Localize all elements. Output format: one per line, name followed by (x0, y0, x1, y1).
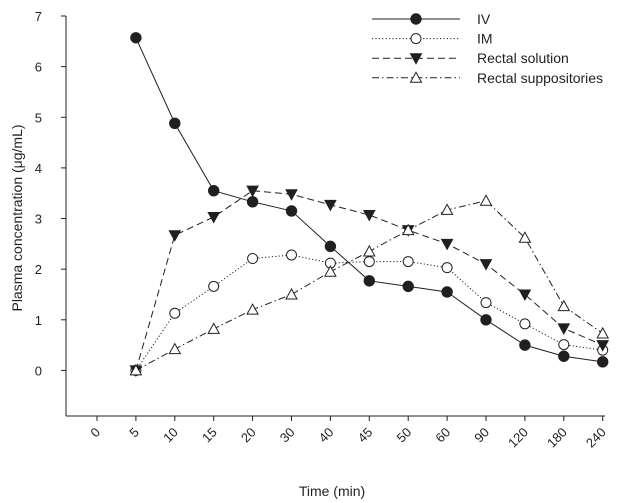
data-point-im (208, 280, 220, 292)
data-point-iv (169, 117, 181, 130)
x-tick-label: 20 (238, 425, 259, 446)
data-point-im (286, 249, 297, 261)
legend-label-im: IM (477, 31, 493, 47)
x-tick-label: 10 (160, 425, 181, 446)
y-tick-label: 7 (35, 9, 42, 24)
legend-marker-iv (410, 13, 422, 25)
data-point-iv (402, 280, 414, 293)
data-point-iv (324, 240, 337, 253)
data-point-rectal-suppositories (596, 326, 610, 339)
x-tick-label: 40 (316, 425, 337, 446)
data-point-rectal-solution (596, 340, 610, 352)
data-point-rectal-suppositories (207, 322, 221, 334)
x-tick-label: 180 (544, 425, 570, 451)
data-point-im (558, 339, 570, 351)
data-point-rectal-suppositories (401, 223, 415, 236)
x-tick-label: 50 (393, 425, 414, 446)
y-tick-label: 2 (35, 262, 42, 277)
data-point-im (247, 253, 259, 265)
data-point-iv (130, 32, 142, 44)
data-point-im (480, 297, 492, 309)
legend: IV IM Rectal solution Rectal suppositories (372, 11, 603, 86)
y-axis-title: Plasma concentration (μg/mL) (9, 124, 25, 311)
data-point-iv (519, 339, 531, 351)
data-point-rectal-suppositories (168, 342, 182, 355)
data-point-im (519, 318, 531, 330)
data-point-rectal-suppositories (129, 363, 143, 376)
y-tick-label: 6 (35, 60, 42, 75)
x-tick-label: 240 (583, 425, 609, 451)
data-point-rectal-solution (557, 323, 571, 335)
data-point-rectal-solution (518, 289, 532, 302)
data-point-im (441, 262, 453, 274)
legend-label-rectal-suppositories: Rectal suppositories (477, 70, 603, 86)
legend-marker-im (410, 33, 422, 45)
data-point-iv (246, 196, 259, 208)
series-line-iv (135, 37, 603, 363)
data-point-im (402, 256, 414, 268)
data-point-rectal-solution (362, 209, 376, 222)
data-point-rectal-solution (246, 185, 259, 198)
data-point-rectal-suppositories (362, 244, 376, 257)
x-tick-label: 45 (355, 425, 376, 446)
data-point-rectal-solution (440, 238, 454, 251)
data-point-rectal-solution (168, 230, 182, 242)
x-tick-label: 120 (505, 425, 531, 451)
y-tick-label: 5 (35, 110, 42, 125)
data-point-im (363, 256, 375, 268)
y-tick-label: 1 (35, 313, 42, 328)
x-tick-label: 15 (199, 425, 220, 446)
y-axis-ticks: 0 1 2 3 4 5 6 7 (35, 9, 66, 378)
series-line-im (135, 254, 603, 371)
data-point-rectal-suppositories (557, 299, 571, 312)
data-point-iv (363, 275, 375, 287)
data-point-rectal-solution (285, 189, 298, 201)
data-point-rectal-solution (207, 212, 221, 224)
y-tick-label: 3 (35, 212, 42, 227)
x-axis-ticks: 0 5 10 15 20 30 40 45 50 60 90 120 180 240 (87, 416, 609, 451)
x-tick-label: 5 (126, 425, 142, 441)
data-point-iv (208, 184, 220, 197)
data-point-rectal-suppositories (518, 231, 532, 243)
data-point-iv (597, 356, 609, 368)
data-point-rectal-suppositories (324, 265, 337, 277)
x-tick-label: 0 (87, 425, 103, 441)
data-point-iv (285, 205, 298, 217)
y-tick-label: 0 (35, 363, 42, 378)
data-point-iv (480, 314, 492, 326)
data-point-rectal-suppositories (440, 203, 454, 215)
x-tick-label: 90 (471, 425, 492, 446)
data-point-rectal-suppositories (246, 303, 259, 315)
data-point-rectal-suppositories (285, 287, 298, 300)
data-point-iv (558, 350, 570, 362)
x-axis-title: Time (min) (299, 483, 365, 499)
series-layer (129, 32, 610, 377)
data-point-iv (441, 286, 453, 298)
legend-marker-rectal-suppositories (409, 71, 423, 83)
data-point-rectal-solution (479, 259, 493, 271)
x-tick-label: 60 (432, 425, 453, 446)
legend-marker-rectal-solution (409, 53, 423, 65)
x-tick-label: 30 (277, 425, 298, 446)
legend-label-iv: IV (477, 11, 491, 27)
data-point-im (169, 307, 181, 319)
data-point-rectal-solution (324, 199, 337, 212)
y-tick-label: 4 (35, 161, 42, 176)
data-point-rectal-suppositories (479, 194, 493, 206)
axes (65, 16, 605, 417)
legend-label-rectal-solution: Rectal solution (477, 50, 569, 66)
